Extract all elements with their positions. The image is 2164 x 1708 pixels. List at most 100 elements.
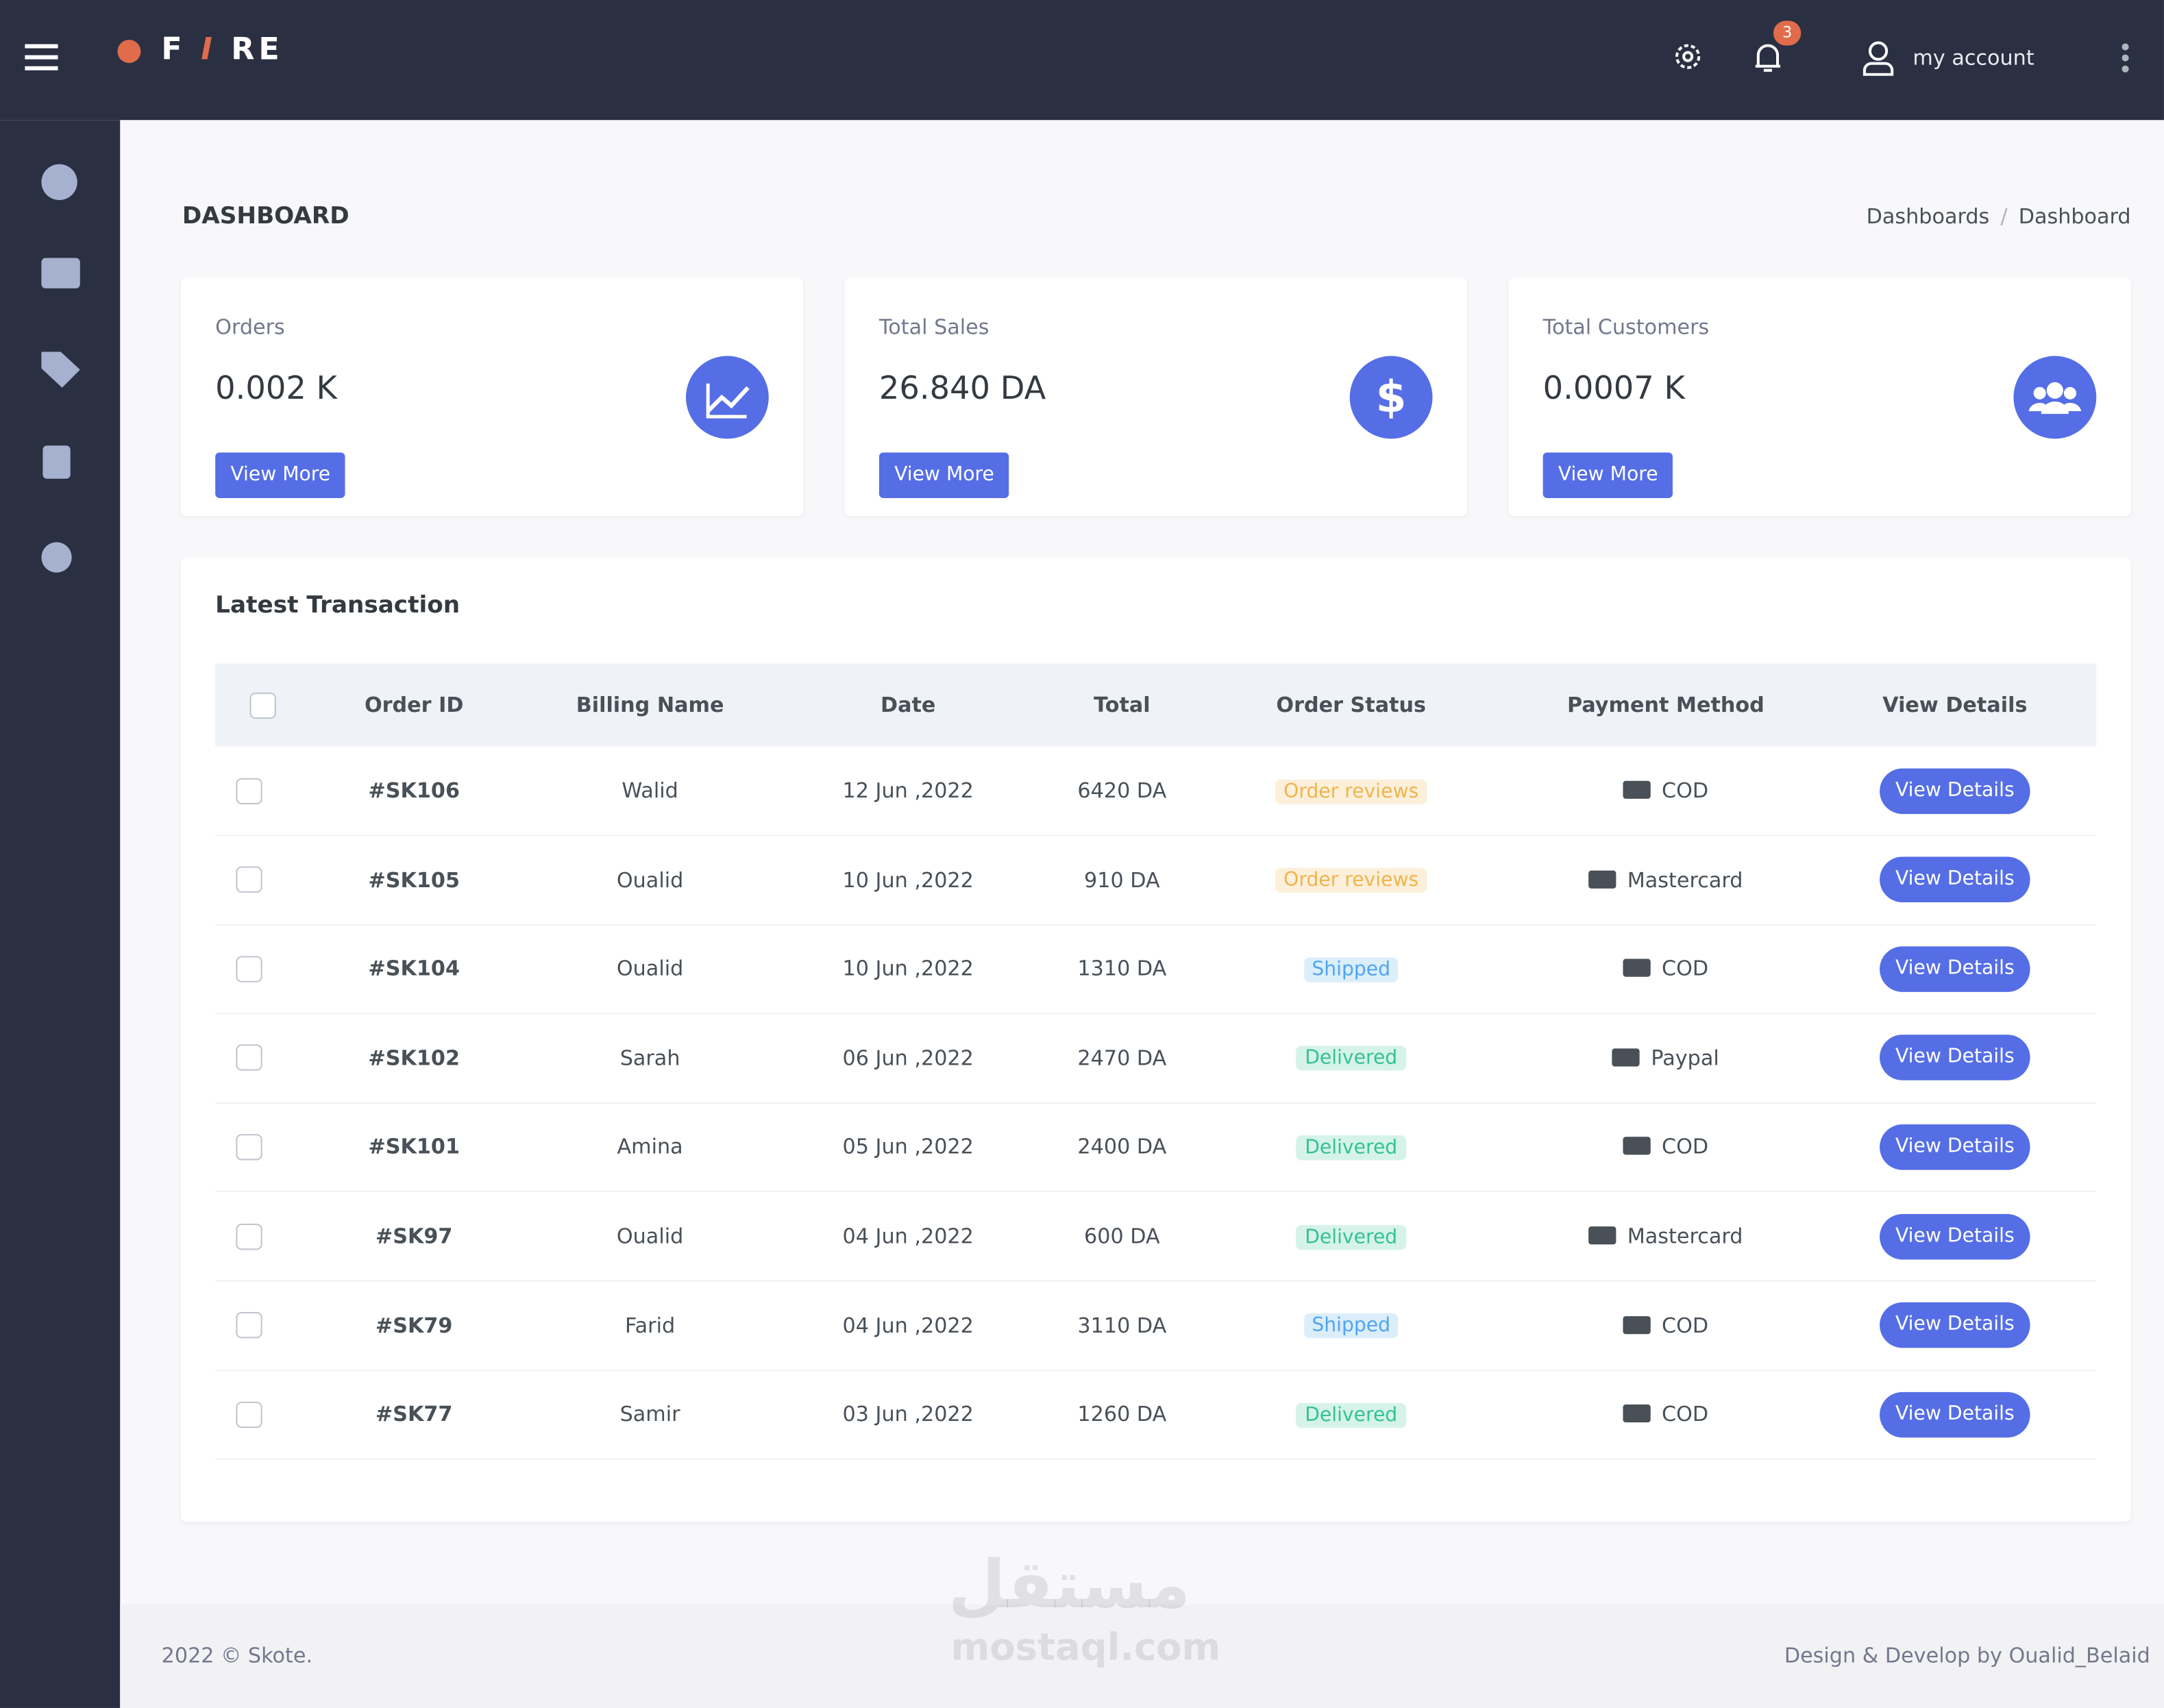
settings-icon[interactable] [1671,40,1704,73]
watermark: mostaql.com [950,1626,1221,1670]
footer-copyright: 2022 © Skote. [161,1643,313,1668]
checkbox-cell [215,955,284,982]
checkbox-cell [215,866,284,893]
view-details-button[interactable]: View Details [1880,1213,2030,1259]
breadcrumb-item[interactable]: Dashboards [1866,204,1990,230]
stat-value: 0.0007 K [1542,371,1685,408]
table-cell: Oualid [616,867,684,893]
stat-label: Total Sales [878,314,989,340]
view-details-button[interactable]: View Details [1880,767,2030,814]
table-cell: 1310 DA [1077,956,1167,982]
table-cell: View Details [1813,1213,2096,1259]
table-cell: Amina [617,1135,683,1160]
table-cell: Mastercard [1518,867,1813,892]
logo-part: I [201,33,217,68]
account-link[interactable]: my account [1913,45,2034,71]
table-cell: Order reviews [1184,867,1518,893]
view-details-button[interactable]: View Details [1880,856,2030,903]
checkbox[interactable] [236,1401,262,1428]
view-more-button[interactable]: View More [215,452,346,498]
svg-text:$: $ [1376,372,1407,423]
checkbox[interactable] [236,1134,262,1161]
menu-button[interactable] [25,42,58,71]
table-cell: Oualid [616,1224,684,1249]
sidebar-icons [41,164,80,573]
nav-contacts[interactable] [42,445,71,479]
checkbox[interactable] [236,1044,262,1072]
status-badge: Order reviews [1275,867,1427,893]
stat-icon [2013,356,2097,439]
checkbox[interactable] [236,777,262,804]
page-title: DASHBOARD [182,203,349,231]
table-row: #SK104 Oualid 10 Jun ,2022 1310 DA Shipped CO… [215,925,2097,1015]
table-cell: COD [1518,1313,1813,1337]
table-cell: 12 Jun ,2022 [842,778,974,803]
account-icon[interactable] [1862,40,1895,76]
view-details-button[interactable]: View Details [1880,945,2030,992]
notification-icon[interactable] [1751,40,1784,75]
footer: 2022 © Skote. Design & Develop by Oualid… [120,1546,2164,1708]
nav-dashboard[interactable] [41,164,77,200]
stat-value: 26.840 DA [878,371,1046,408]
table-cell: #SK101 [284,1135,544,1159]
table-cell: 910 DA [1084,867,1160,893]
checkbox-cell [215,1223,284,1250]
more-button[interactable] [2120,41,2131,77]
table-cell: Shipped [1184,956,1518,982]
nav-tags[interactable] [41,351,80,388]
view-details-button[interactable]: View Details [1880,1124,2030,1170]
order-id: #SK105 [368,867,460,893]
table-cell: Delivered [1184,1045,1518,1072]
table-cell: 1260 DA [1077,1402,1167,1427]
table-cell: #SK97 [284,1224,544,1248]
table-cell: Delivered [1184,1401,1518,1428]
view-details-button[interactable]: View Details [1880,1302,2030,1348]
column-header: Total [1094,692,1151,718]
checkbox-cell [215,1044,284,1072]
checkbox[interactable] [236,1312,262,1339]
table-cell: 05 Jun ,2022 [842,1135,974,1160]
checkbox[interactable] [249,691,276,719]
view-more-button[interactable]: View More [1542,452,1673,498]
view-details-button[interactable]: View Details [1880,1391,2030,1437]
status-badge: Delivered [1296,1135,1406,1161]
column-header: Order Status [1276,692,1427,718]
status-badge: Shipped [1303,1313,1399,1339]
payment-icon [1623,1137,1651,1156]
table-cell: 2470 DA [1077,1045,1167,1071]
order-id: #SK104 [368,956,460,982]
transactions-card: Latest Transaction Order ID Billing Name D… [180,557,2131,1522]
checkbox[interactable] [236,1223,262,1250]
table-cell: 06 Jun ,2022 [842,1045,974,1071]
view-details-button[interactable]: View Details [1880,1035,2030,1081]
table-cell: #SK77 [284,1402,544,1426]
nav-store[interactable] [41,258,80,288]
checkbox[interactable] [236,955,262,982]
table-row: #SK97 Oualid 04 Jun ,2022 600 DA Delivered Ma… [215,1192,2097,1282]
table-cell: Shipped [1184,1312,1518,1339]
order-id: #SK101 [368,1135,460,1160]
table-cell: Delivered [1184,1223,1518,1250]
payment-icon [1623,780,1651,799]
logo-part: RE [231,33,284,68]
nav-info[interactable] [41,542,72,573]
breadcrumb-separator: / [2000,204,2008,230]
table-cell: View Details [1813,1391,2096,1437]
stat-icon [685,356,769,439]
notification-badge: 3 [1773,21,1802,46]
footer-credit: Design & Develop by Oualid_Belaid [1784,1643,2150,1668]
table-cell: Mastercard [1518,1224,1813,1248]
status-badge: Order reviews [1275,778,1427,804]
table-cell: View Details [1813,945,2096,992]
watermark: مستقل [948,1546,1191,1624]
table-cell: 600 DA [1084,1224,1160,1249]
checkbox-cell [215,777,284,804]
view-more-button[interactable]: View More [878,452,1010,498]
table-cell: 04 Jun ,2022 [842,1224,974,1249]
payment-method: Mastercard [1627,1224,1743,1249]
table-cell: Order reviews [1184,778,1518,804]
stat-icon: $ [1349,356,1433,439]
logo[interactable]: ● F I RE [116,33,284,68]
status-badge: Delivered [1296,1402,1406,1428]
checkbox[interactable] [236,866,262,893]
